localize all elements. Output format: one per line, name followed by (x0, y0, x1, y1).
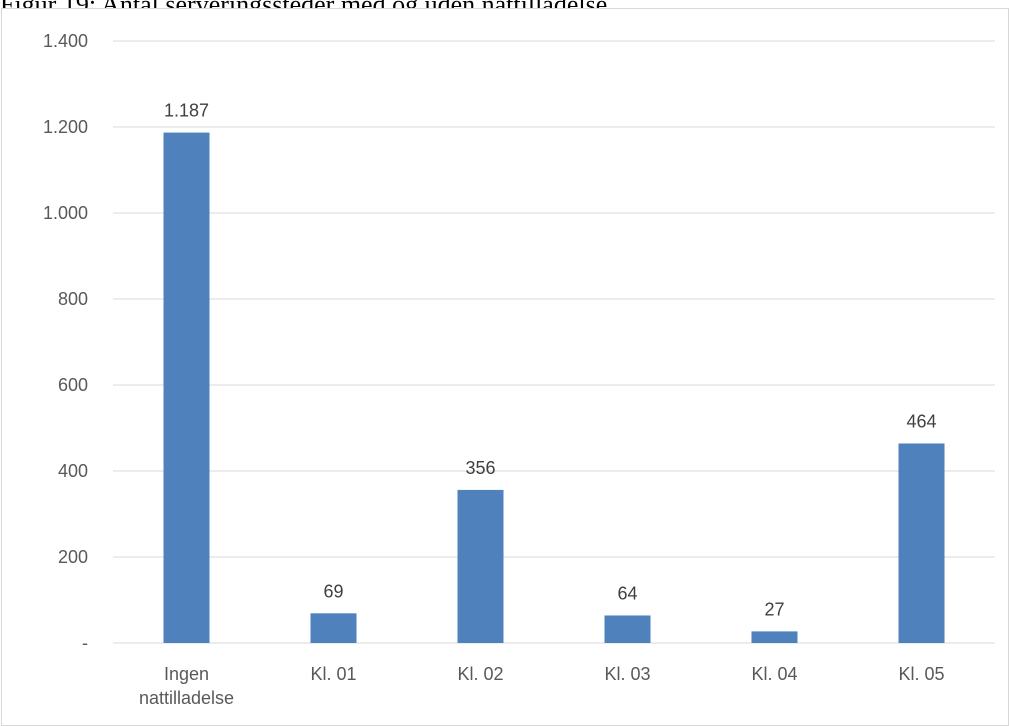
data-label: 69 (323, 581, 343, 601)
bar (310, 613, 357, 643)
data-label: 464 (906, 411, 936, 431)
data-label: 356 (465, 458, 495, 478)
x-tick-label: Kl. 05 (898, 664, 944, 684)
x-tick-label: Ingen nattilladelse (139, 664, 234, 708)
bar (604, 615, 651, 643)
y-tick-label: 1.200 (43, 117, 88, 137)
x-tick-label: Kl. 04 (751, 664, 797, 684)
x-tick-label: Kl. 02 (457, 664, 503, 684)
bar (163, 132, 210, 643)
bar (898, 443, 945, 643)
data-label: 64 (617, 583, 637, 603)
y-tick-label: - (82, 633, 88, 653)
y-tick-label: 1.000 (43, 203, 88, 223)
bar (457, 489, 504, 643)
y-tick-label: 400 (58, 461, 88, 481)
bar (751, 631, 798, 643)
x-tick-label: Kl. 03 (604, 664, 650, 684)
data-label: 27 (764, 599, 784, 619)
data-label: 1.187 (164, 101, 209, 121)
x-tick-label: Kl. 01 (310, 664, 356, 684)
y-tick-label: 200 (58, 547, 88, 567)
y-tick-label: 800 (58, 289, 88, 309)
y-tick-label: 1.400 (43, 31, 88, 51)
y-tick-label: 600 (58, 375, 88, 395)
